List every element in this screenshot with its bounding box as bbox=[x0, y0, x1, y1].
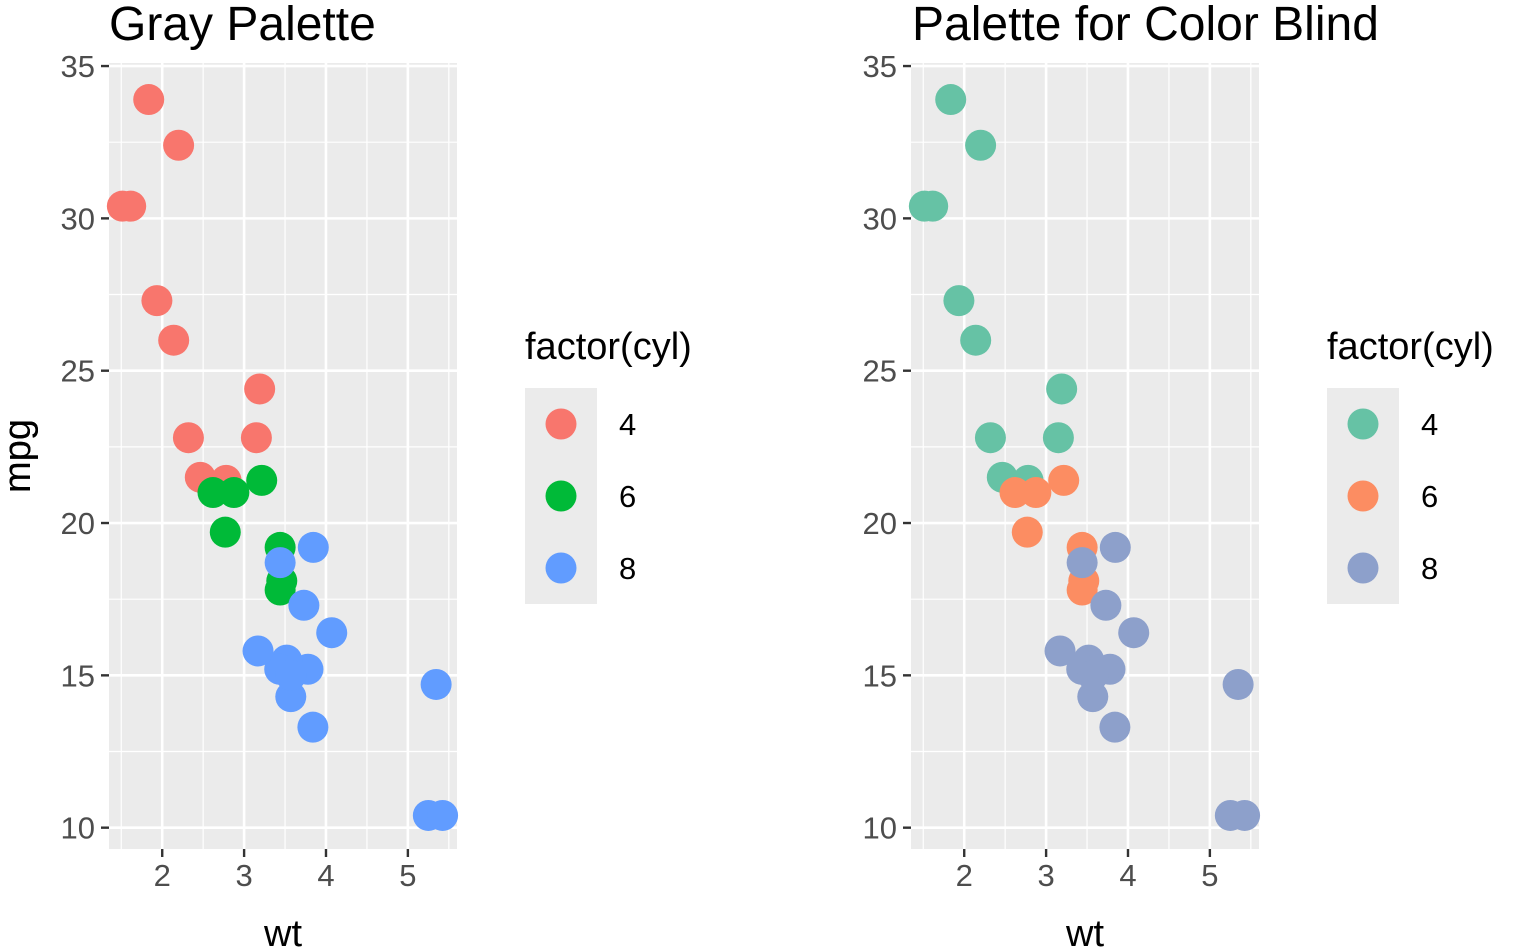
data-point-cyl-4 bbox=[908, 190, 940, 222]
data-point-cyl-4 bbox=[1042, 422, 1074, 454]
x-tick-label: 3 bbox=[235, 858, 252, 893]
x-tick-label: 5 bbox=[399, 858, 416, 893]
legend-key-cyl-6 bbox=[545, 480, 577, 512]
chart-title: Palette for Color Blind bbox=[912, 0, 1379, 51]
data-point-cyl-8 bbox=[1229, 799, 1261, 831]
data-point-cyl-8 bbox=[242, 635, 274, 667]
data-point-cyl-8 bbox=[264, 547, 296, 579]
legend bbox=[525, 388, 597, 604]
legend-key-cyl-8 bbox=[545, 552, 577, 584]
data-point-cyl-6 bbox=[209, 516, 241, 548]
legend-label: 8 bbox=[619, 551, 636, 586]
data-point-cyl-8 bbox=[297, 711, 329, 743]
y-tick-label: 35 bbox=[863, 49, 897, 84]
legend-label: 6 bbox=[1421, 479, 1438, 514]
data-point-cyl-4 bbox=[158, 324, 190, 356]
data-point-cyl-4 bbox=[141, 285, 173, 317]
y-tick-label: 10 bbox=[61, 811, 95, 846]
data-point-cyl-8 bbox=[1077, 681, 1109, 713]
data-point-cyl-8 bbox=[275, 659, 307, 691]
chart-title: Gray Palette bbox=[109, 0, 376, 51]
data-point-cyl-4 bbox=[172, 422, 204, 454]
data-point-cyl-4 bbox=[1046, 373, 1078, 405]
data-point-cyl-6 bbox=[1020, 477, 1052, 509]
data-point-cyl-8 bbox=[1044, 635, 1076, 667]
legend-key-cyl-4 bbox=[1347, 408, 1379, 440]
data-point-cyl-6 bbox=[1066, 574, 1098, 606]
data-point-cyl-8 bbox=[1077, 659, 1109, 691]
data-point-cyl-8 bbox=[427, 799, 459, 831]
x-tick-label: 4 bbox=[317, 858, 334, 893]
y-tick-label: 20 bbox=[863, 506, 897, 541]
x-tick-label: 2 bbox=[956, 858, 973, 893]
y-tick-label: 20 bbox=[61, 506, 95, 541]
x-axis-title: wt bbox=[263, 913, 302, 949]
x-tick-label: 2 bbox=[154, 858, 171, 893]
legend-key-cyl-4 bbox=[545, 408, 577, 440]
data-point-cyl-8 bbox=[1099, 531, 1131, 563]
data-point-cyl-4 bbox=[974, 422, 1006, 454]
legend-label: 8 bbox=[1421, 551, 1438, 586]
legend-key-cyl-6 bbox=[1347, 480, 1379, 512]
y-tick-label: 25 bbox=[61, 354, 95, 389]
data-point-cyl-6 bbox=[1048, 464, 1080, 496]
data-point-cyl-8 bbox=[275, 681, 307, 713]
x-tick-label: 3 bbox=[1037, 858, 1054, 893]
panel-background bbox=[911, 63, 1259, 849]
y-tick-label: 15 bbox=[863, 658, 897, 693]
data-point-cyl-8 bbox=[316, 617, 348, 649]
data-point-cyl-6 bbox=[246, 464, 278, 496]
data-point-cyl-4 bbox=[960, 324, 992, 356]
legend-label: 4 bbox=[619, 407, 636, 442]
data-point-cyl-4 bbox=[163, 129, 195, 161]
data-point-cyl-4 bbox=[106, 190, 138, 222]
data-point-cyl-4 bbox=[965, 129, 997, 161]
data-point-cyl-4 bbox=[244, 373, 276, 405]
data-point-cyl-4 bbox=[935, 84, 967, 116]
data-point-cyl-4 bbox=[133, 84, 165, 116]
y-tick-label: 25 bbox=[863, 354, 897, 389]
data-point-cyl-8 bbox=[1099, 711, 1131, 743]
legend bbox=[1327, 388, 1399, 604]
y-axis-title: mpg bbox=[0, 419, 39, 493]
y-tick-label: 10 bbox=[863, 811, 897, 846]
data-point-cyl-8 bbox=[288, 589, 320, 621]
y-tick-label: 15 bbox=[61, 658, 95, 693]
data-point-cyl-6 bbox=[218, 477, 250, 509]
data-point-cyl-8 bbox=[1222, 668, 1254, 700]
y-axis-title: mpg bbox=[0, 419, 39, 493]
x-tick-label: 4 bbox=[1119, 858, 1136, 893]
y-tick-label: 30 bbox=[61, 201, 95, 236]
legend-title: factor(cyl) bbox=[525, 326, 692, 368]
legend-label: 4 bbox=[1421, 407, 1438, 442]
panel-background bbox=[109, 63, 457, 849]
y-tick-label: 30 bbox=[863, 201, 897, 236]
legend-key-cyl-8 bbox=[1347, 552, 1379, 584]
plot-layer: 2 3 4 5 10 15 20 25 30 35 bbox=[61, 49, 459, 893]
data-point-cyl-6 bbox=[264, 574, 296, 606]
y-tick-label: 35 bbox=[61, 49, 95, 84]
data-point-cyl-6 bbox=[1011, 516, 1043, 548]
data-point-cyl-8 bbox=[1066, 547, 1098, 579]
chart-gray-palette: 2 3 4 5 10 15 20 25 30 35 Gray Palette wt mpg fac… bbox=[0, 0, 692, 949]
x-tick-label: 5 bbox=[1201, 858, 1218, 893]
data-point-cyl-8 bbox=[1118, 617, 1150, 649]
legend-label: 6 bbox=[619, 479, 636, 514]
data-point-cyl-8 bbox=[297, 531, 329, 563]
data-point-cyl-8 bbox=[1090, 589, 1122, 621]
data-point-cyl-4 bbox=[943, 285, 975, 317]
data-point-cyl-4 bbox=[240, 422, 272, 454]
data-point-cyl-8 bbox=[420, 668, 452, 700]
legend-title: factor(cyl) bbox=[1327, 326, 1494, 368]
x-axis-title: wt bbox=[1065, 913, 1104, 949]
plot-layer: 2 3 4 5 10 15 20 25 30 35 bbox=[863, 49, 1261, 893]
